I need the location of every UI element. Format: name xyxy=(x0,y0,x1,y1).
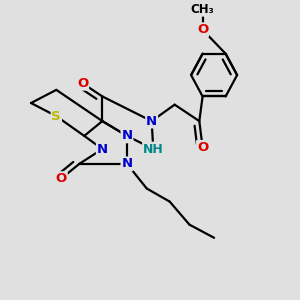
Text: S: S xyxy=(52,110,61,123)
Text: N: N xyxy=(146,115,157,128)
Text: N: N xyxy=(122,129,133,142)
Text: O: O xyxy=(197,23,208,36)
Text: N: N xyxy=(97,142,108,155)
Text: N: N xyxy=(122,157,133,170)
Text: O: O xyxy=(197,141,208,154)
Text: CH₃: CH₃ xyxy=(191,3,214,16)
Text: O: O xyxy=(77,77,88,90)
Text: NH: NH xyxy=(143,142,164,155)
Text: O: O xyxy=(56,172,67,185)
